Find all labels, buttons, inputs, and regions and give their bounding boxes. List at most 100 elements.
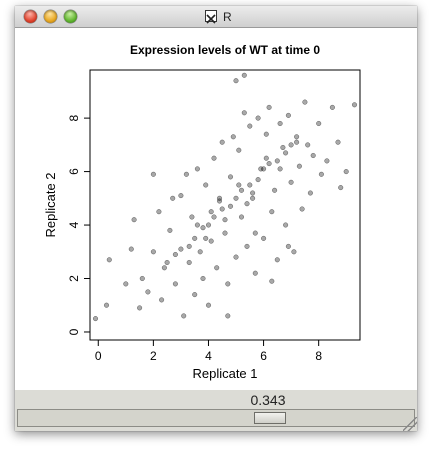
data-point — [161, 265, 167, 271]
data-point — [172, 251, 178, 258]
data-point — [172, 281, 178, 287]
data-point — [299, 206, 305, 212]
data-point — [247, 182, 253, 188]
resize-grip-icon[interactable] — [403, 417, 417, 431]
data-point — [203, 182, 209, 188]
data-point — [222, 217, 228, 223]
data-point — [150, 171, 156, 177]
y-tick-label: 4 — [67, 221, 81, 228]
data-point — [335, 139, 341, 145]
data-point — [145, 289, 151, 295]
data-point — [274, 257, 280, 263]
data-point — [194, 222, 200, 228]
data-point — [255, 177, 261, 183]
data-point — [252, 230, 258, 236]
data-point — [283, 150, 289, 156]
minimize-window-button[interactable] — [44, 10, 57, 23]
data-point — [183, 171, 189, 177]
data-point — [208, 238, 214, 244]
zoom-window-button[interactable] — [64, 10, 77, 23]
slider-panel: 0.343 — [15, 390, 417, 431]
data-point — [274, 158, 280, 164]
data-point — [205, 222, 212, 228]
data-point — [216, 195, 223, 201]
data-point — [211, 155, 217, 161]
data-points — [92, 72, 358, 322]
data-point — [230, 134, 236, 140]
data-point — [208, 209, 214, 215]
data-point — [139, 275, 145, 282]
data-point — [178, 193, 184, 199]
title-bar[interactable]: R — [15, 6, 417, 28]
chart-title: Expression levels of WT at time 0 — [130, 43, 320, 57]
data-point — [238, 214, 245, 220]
data-point — [255, 115, 261, 121]
data-point — [197, 249, 203, 255]
slider-track[interactable] — [17, 409, 415, 427]
data-point — [219, 139, 225, 145]
data-point — [324, 158, 330, 164]
data-point — [156, 209, 162, 215]
window-title: R — [223, 10, 232, 24]
data-point — [250, 190, 256, 196]
data-point — [219, 206, 225, 212]
y-tick-label: 6 — [67, 168, 81, 175]
data-point — [227, 174, 234, 180]
y-axis-label: Replicate 2 — [43, 172, 58, 237]
data-point — [106, 257, 112, 263]
slider-thumb[interactable] — [254, 412, 286, 424]
data-point — [92, 316, 99, 322]
data-point — [272, 187, 278, 193]
data-point — [103, 302, 110, 308]
y-tick-label: 0 — [67, 328, 81, 335]
data-point — [258, 166, 264, 172]
data-point — [277, 120, 283, 127]
data-point — [192, 235, 198, 241]
data-point — [205, 302, 212, 308]
data-point — [266, 161, 272, 167]
data-point — [241, 110, 247, 116]
x-tick-label: 4 — [205, 349, 212, 363]
data-point — [283, 222, 289, 228]
x-tick-label: 6 — [260, 349, 267, 363]
data-point — [244, 201, 250, 207]
data-point — [189, 214, 195, 220]
data-point — [277, 166, 283, 172]
x-axis-label: Replicate 1 — [192, 366, 257, 381]
data-point — [285, 112, 291, 118]
data-point — [225, 313, 231, 319]
data-point — [318, 171, 324, 177]
data-point — [238, 187, 245, 193]
data-point — [233, 254, 239, 260]
data-point — [128, 246, 134, 252]
data-point — [343, 169, 349, 175]
data-point — [150, 249, 156, 255]
data-point — [233, 195, 239, 201]
data-point — [236, 147, 242, 153]
y-axis: 0 2 4 6 8 — [67, 114, 91, 335]
r-graphics-window: R Expression levels of WT at time 0 0 2 4 6… — [15, 6, 417, 431]
data-point — [214, 265, 220, 271]
close-window-button[interactable] — [24, 10, 37, 23]
data-point — [137, 305, 143, 311]
data-point — [233, 78, 239, 84]
x-tick-label: 2 — [150, 349, 157, 363]
y-tick-label: 8 — [67, 114, 81, 121]
data-point — [252, 270, 258, 276]
data-point — [250, 195, 256, 201]
data-point — [167, 227, 173, 233]
data-point — [288, 142, 294, 148]
data-point — [200, 275, 206, 282]
data-point — [194, 166, 200, 172]
data-point — [225, 281, 231, 287]
data-point — [181, 313, 187, 319]
data-point — [329, 104, 335, 110]
data-point — [294, 139, 300, 145]
data-point — [285, 243, 291, 249]
data-point — [227, 203, 234, 209]
data-point — [307, 190, 313, 196]
data-point — [291, 249, 297, 255]
data-point — [302, 99, 308, 105]
